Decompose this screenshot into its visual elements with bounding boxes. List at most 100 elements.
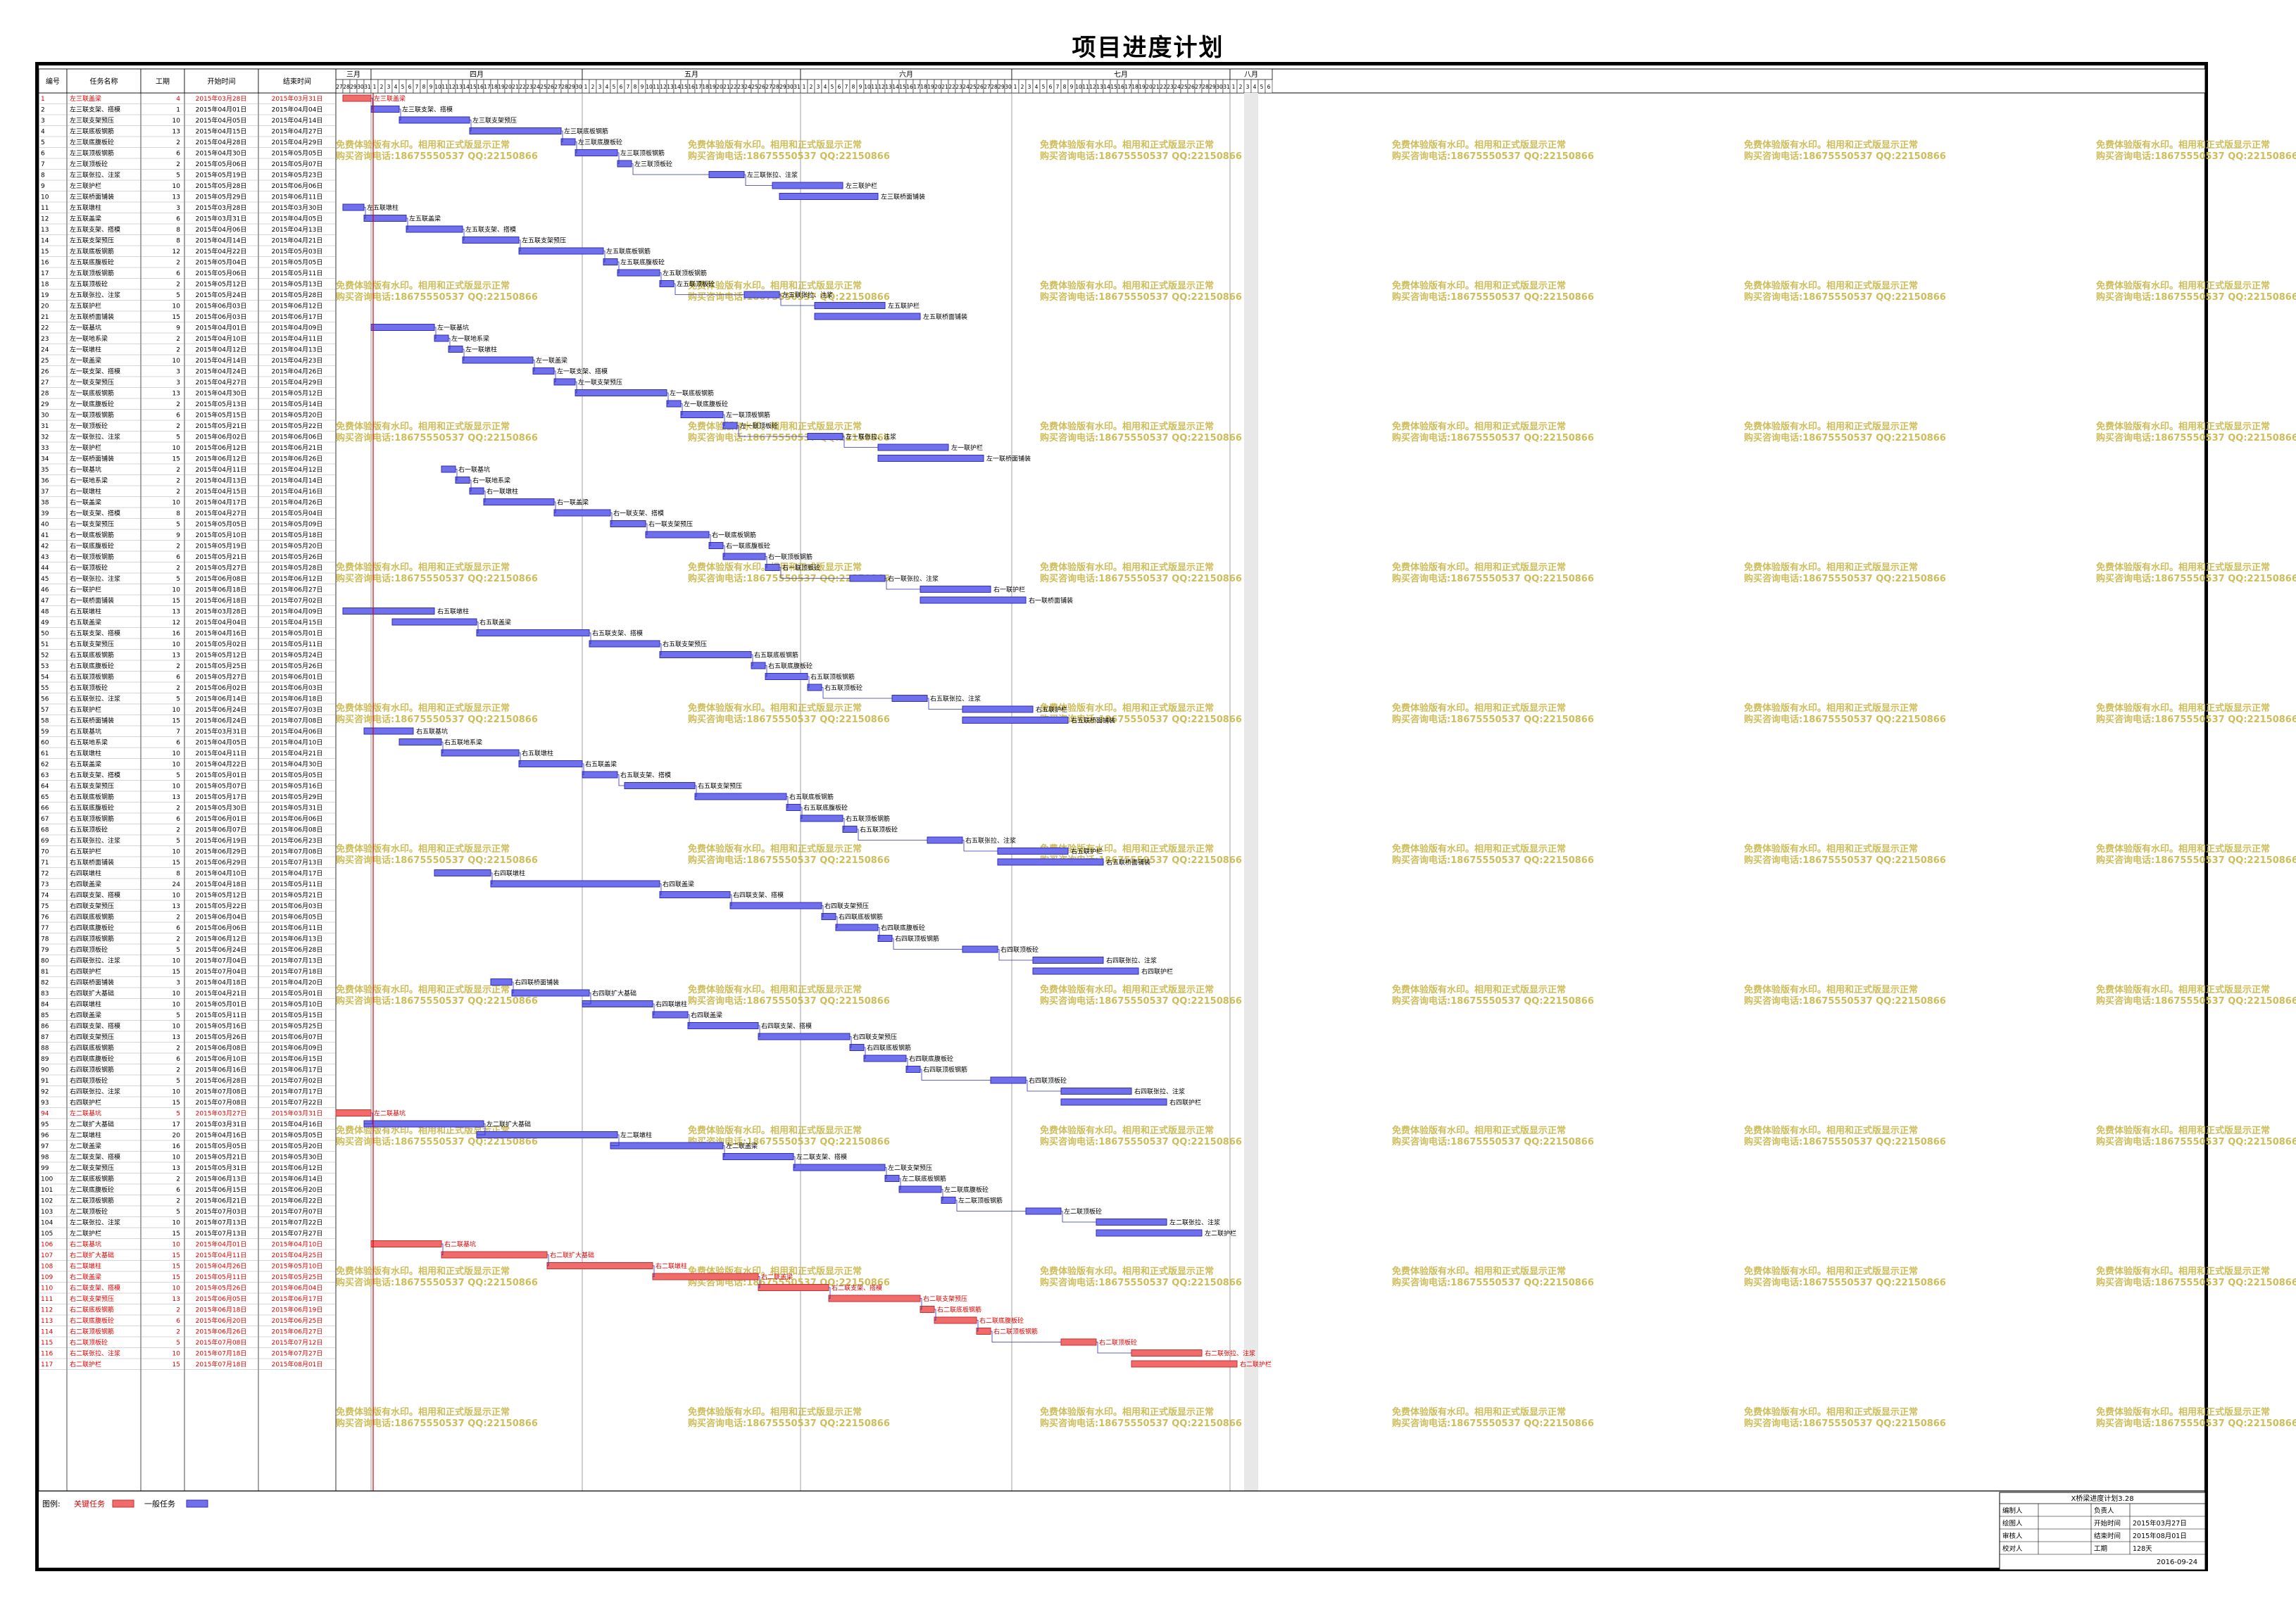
task-start: 2015年05月21日 <box>196 1153 247 1162</box>
watermark-line-1: 免费体验版有水印。相用和正式版显示正常 <box>2096 1266 2270 1277</box>
dependency-line <box>998 949 1033 961</box>
task-name: 右二联护栏 <box>70 1360 101 1368</box>
task-duration: 2 <box>176 543 180 550</box>
task-id: 100 <box>41 1176 53 1183</box>
task-bar <box>694 793 787 800</box>
task-duration: 15 <box>172 718 180 725</box>
watermark-line-2: 购买咨询电话:18675550537 QQ:22150866 <box>688 1136 890 1147</box>
dependency-line <box>723 414 725 426</box>
watermark-line-2: 购买咨询电话:18675550537 QQ:22150866 <box>1040 291 1242 303</box>
task-bar <box>708 171 745 178</box>
watermark-line-2: 购买咨询电话:18675550537 QQ:22150866 <box>1392 855 1594 866</box>
task-bar <box>962 705 1034 713</box>
task-name: 右五联盖梁 <box>70 760 101 769</box>
dependency-line <box>892 938 962 950</box>
task-end: 2015年06月06日 <box>272 814 323 823</box>
task-end: 2015年06月08日 <box>272 826 323 834</box>
task-duration: 2 <box>176 663 180 670</box>
watermark-line-1: 免费体验版有水印。相用和正式版显示正常 <box>1744 139 1918 151</box>
task-end: 2015年05月11日 <box>272 880 323 888</box>
watermark-line-1: 免费体验版有水印。相用和正式版显示正常 <box>336 280 510 291</box>
day-label: 29 <box>1209 84 1216 90</box>
day-label: 8 <box>1063 84 1067 90</box>
task-start: 2015年05月19日 <box>196 542 247 550</box>
task-bar <box>976 1328 991 1335</box>
task-id: 68 <box>41 827 49 834</box>
dependency-line <box>695 785 697 797</box>
day-label: 6 <box>1267 84 1271 90</box>
watermark-line-2: 购买咨询电话:18675550537 QQ:22150866 <box>2096 432 2296 443</box>
task-bar-label: 右五联基坑 <box>416 727 448 736</box>
task-duration: 15 <box>172 969 180 976</box>
task-end: 2015年07月02日 <box>272 1076 323 1085</box>
watermark-line-2: 购买咨询电话:18675550537 QQ:22150866 <box>2096 995 2296 1007</box>
dependency-line <box>885 1167 887 1179</box>
task-id: 57 <box>41 707 49 714</box>
task-id: 79 <box>41 947 49 954</box>
task-end: 2015年05月18日 <box>272 531 323 539</box>
column-header: 工期 <box>156 77 170 86</box>
watermark-line-2: 购买咨询电话:18675550537 QQ:22150866 <box>2096 291 2296 303</box>
day-label: 2 <box>1239 84 1243 90</box>
task-duration: 6 <box>176 151 180 158</box>
task-end: 2015年06月05日 <box>272 913 323 921</box>
task-bar-label: 右一联顶板钢筋 <box>768 553 813 561</box>
task-name: 右四联墩柱 <box>70 1000 101 1009</box>
day-label: 2 <box>591 84 595 90</box>
day-label: 14 <box>674 84 681 90</box>
watermark-line-2: 购买咨询电话:18675550537 QQ:22150866 <box>1392 995 1594 1007</box>
task-end: 2015年05月13日 <box>272 280 323 289</box>
task-duration: 2 <box>176 282 180 289</box>
task-bar <box>751 662 766 669</box>
dependency-line <box>934 1309 936 1321</box>
task-duration: 8 <box>176 510 180 517</box>
task-duration: 10 <box>172 762 181 769</box>
dependency-line <box>737 425 808 437</box>
task-end: 2015年04月29日 <box>272 378 323 386</box>
watermark-line-1: 免费体验版有水印。相用和正式版显示正常 <box>688 843 862 855</box>
task-id: 78 <box>41 936 49 943</box>
task-start: 2015年06月16日 <box>196 1066 247 1074</box>
task-id: 75 <box>41 903 49 910</box>
task-name: 右五联支架、搭模 <box>70 771 120 779</box>
task-name: 左五联桥面铺装 <box>70 313 114 321</box>
task-bar <box>1131 1360 1238 1368</box>
task-duration: 5 <box>176 172 180 180</box>
task-id: 35 <box>41 467 49 474</box>
dependency-line <box>603 251 606 263</box>
task-bar <box>476 629 590 636</box>
task-duration: 17 <box>172 1121 180 1128</box>
task-id: 8 <box>41 172 45 180</box>
task-id: 24 <box>41 347 49 354</box>
task-bar <box>659 280 675 287</box>
task-name: 右四联底板钢筋 <box>70 913 114 921</box>
task-duration: 6 <box>176 216 180 223</box>
day-label: 17 <box>695 84 702 90</box>
task-bar <box>391 618 477 626</box>
task-duration: 2 <box>176 467 180 474</box>
watermark-line-1: 免费体验版有水印。相用和正式版显示正常 <box>1040 1406 1214 1418</box>
dependency-line <box>617 774 625 786</box>
day-label: 27 <box>336 84 343 90</box>
task-end: 2015年05月01日 <box>272 989 323 997</box>
task-duration: 13 <box>172 194 180 201</box>
task-name: 左五联护栏 <box>70 302 101 310</box>
task-duration: 5 <box>176 1209 180 1216</box>
task-bar-label: 左二联底板钢筋 <box>902 1175 946 1183</box>
task-bar-label: 左三联张拉、注浆 <box>747 171 798 180</box>
task-start: 2015年04月01日 <box>196 1240 247 1249</box>
task-bar <box>434 869 491 876</box>
task-start: 2015年05月12日 <box>196 651 247 660</box>
task-bar-label: 右四联盖梁 <box>691 1011 722 1019</box>
dependency-line <box>906 1058 908 1070</box>
task-end: 2015年07月03日 <box>272 705 323 714</box>
watermark-line-2: 购买咨询电话:18675550537 QQ:22150866 <box>688 1418 890 1429</box>
task-id: 2 <box>41 107 45 114</box>
watermark-line-2: 购买咨询电话:18675550537 QQ:22150866 <box>336 151 538 162</box>
task-id: 41 <box>41 532 49 539</box>
task-bar <box>575 389 667 396</box>
dependency-line <box>955 1200 1026 1211</box>
task-start: 2015年04月05日 <box>196 738 247 747</box>
task-bar <box>863 1055 907 1062</box>
